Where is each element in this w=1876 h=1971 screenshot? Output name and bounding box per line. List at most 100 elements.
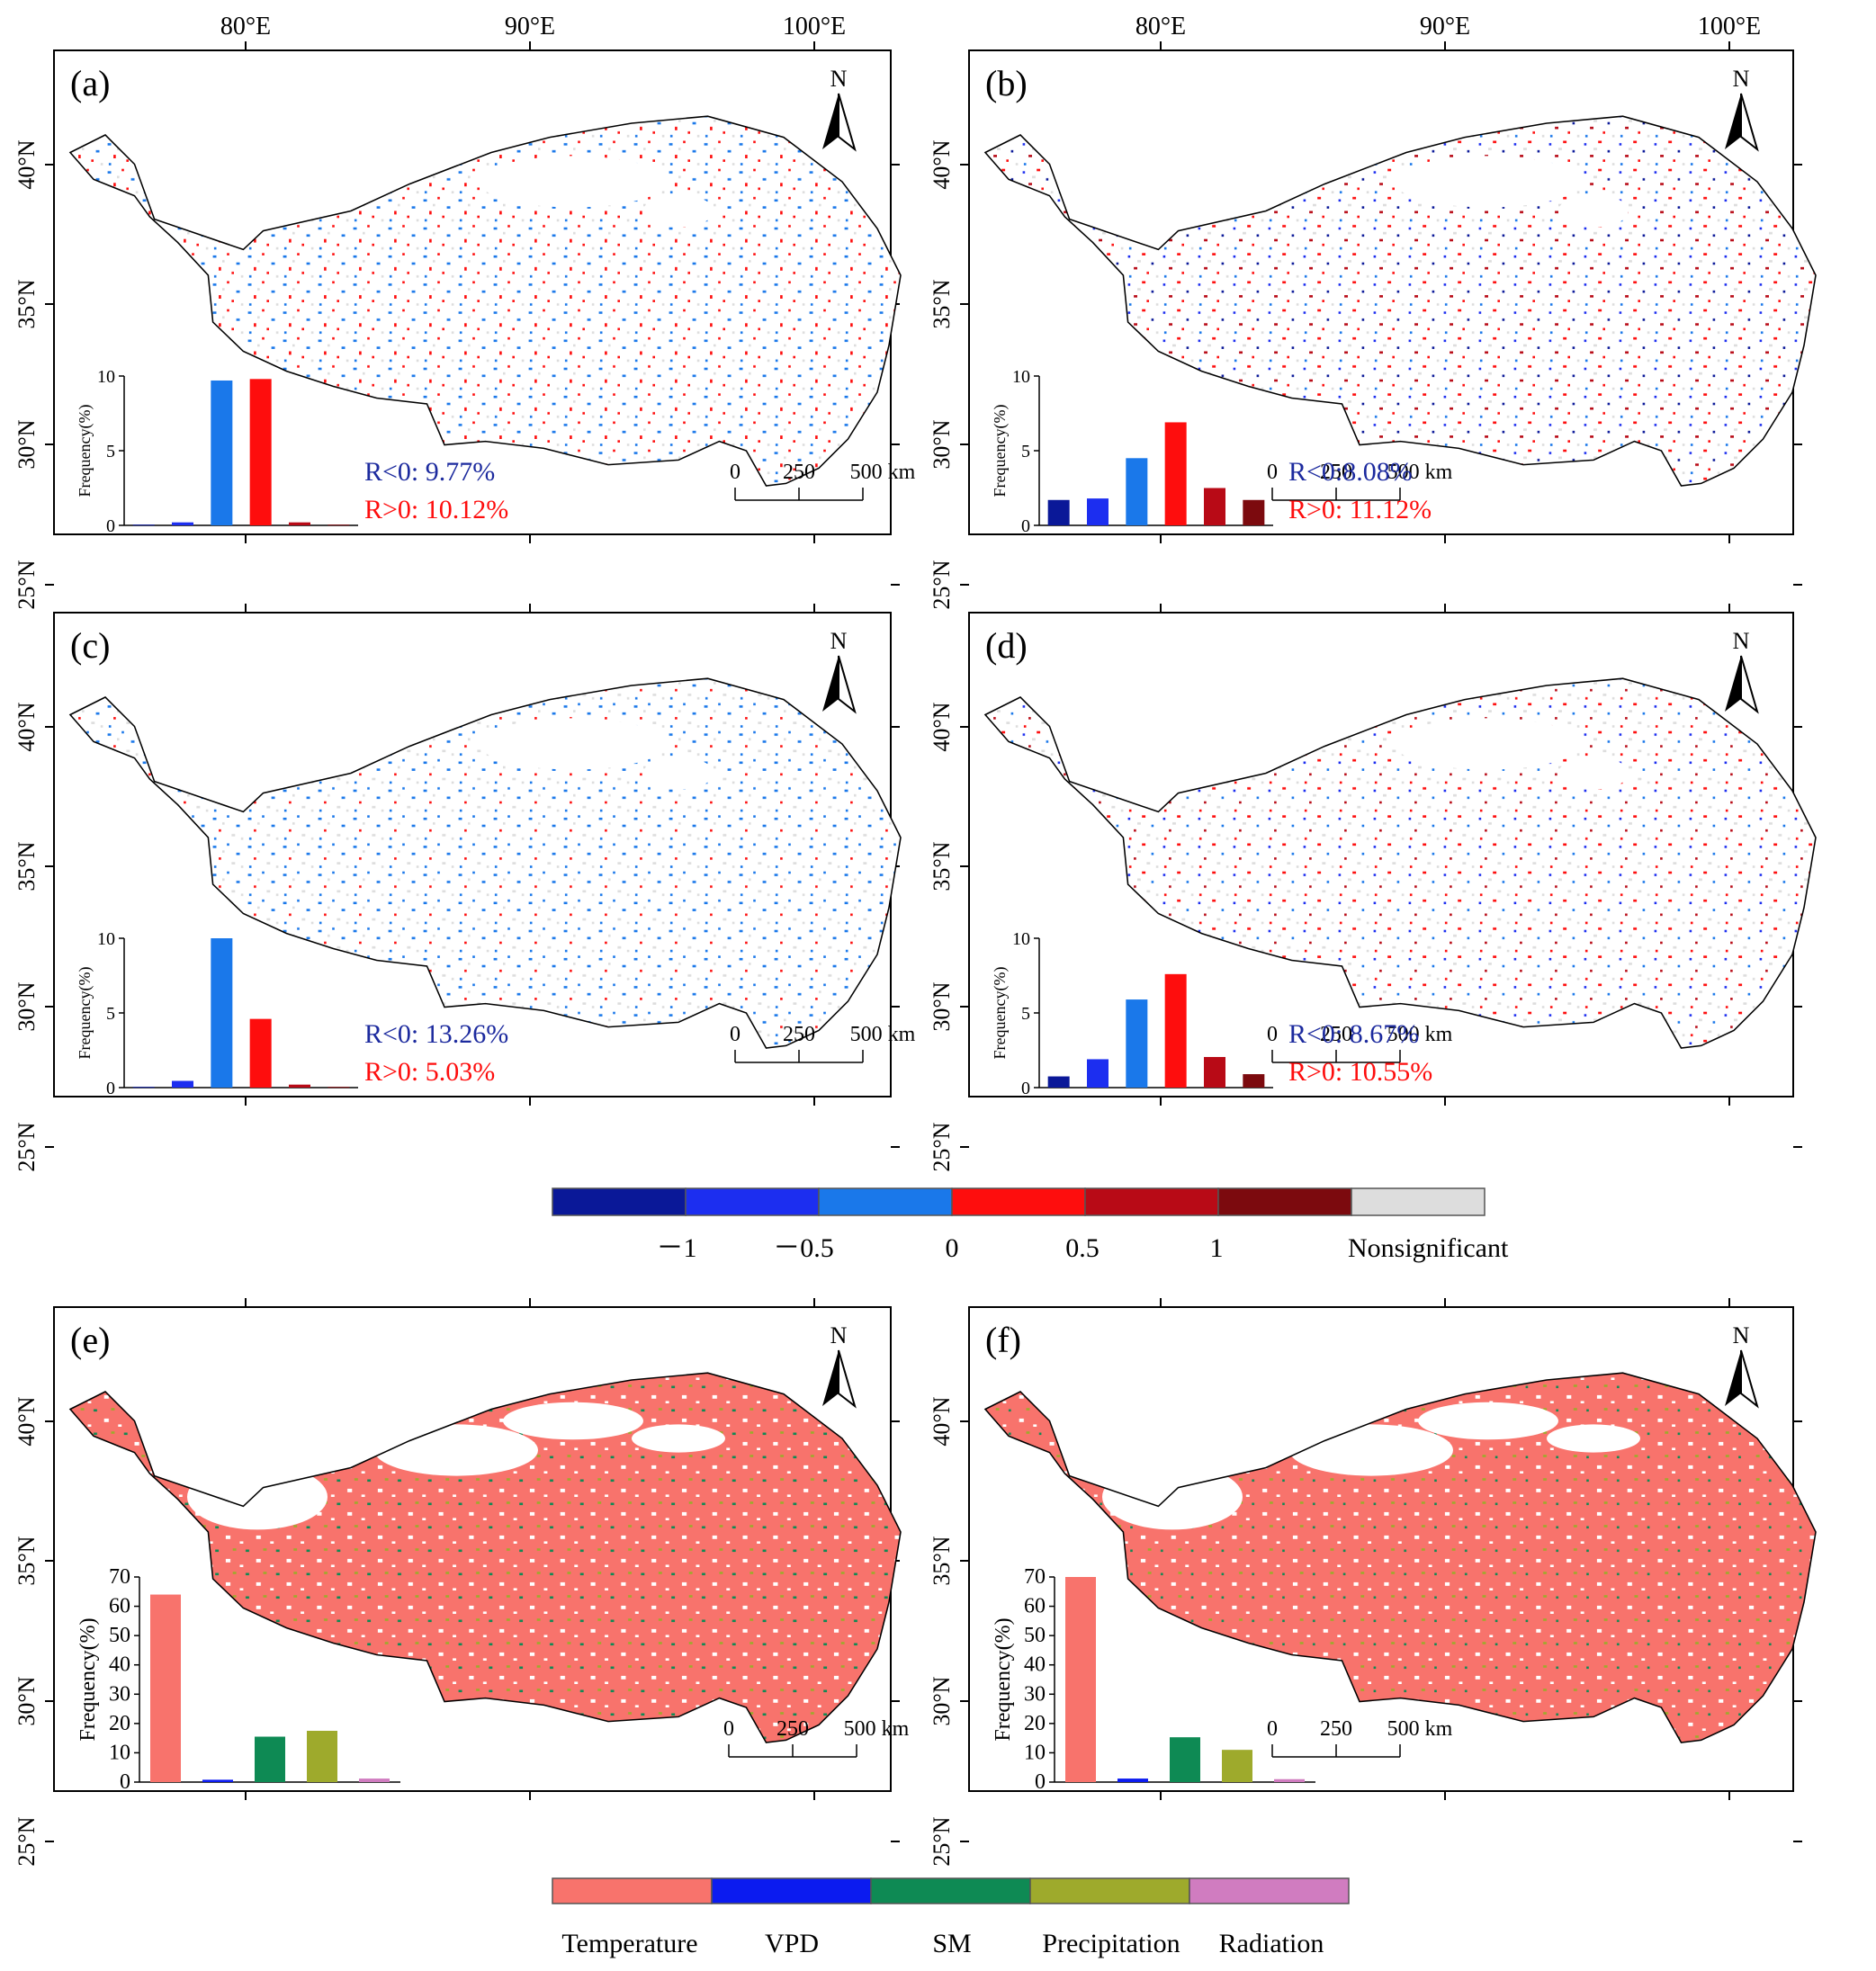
- legend-swatch: [1189, 1877, 1350, 1904]
- legend-swatch: [552, 1187, 687, 1216]
- lon-label: 80°E: [1135, 13, 1186, 40]
- hist-tick-label: 70: [1024, 1565, 1046, 1589]
- hist-tick-label: 50: [109, 1624, 130, 1647]
- lat-label: 25°N: [13, 1122, 40, 1171]
- stat-positive: R>0: 10.12%: [364, 495, 508, 524]
- hist-bar: [211, 380, 233, 525]
- no-data-area: [1558, 757, 1629, 790]
- north-arrow-icon: [822, 656, 839, 712]
- hist-bar: [1222, 1750, 1252, 1782]
- scale-bar-label: 500 km: [1387, 1023, 1453, 1046]
- no-data-area: [643, 757, 714, 790]
- north-arrow-outline: [1740, 655, 1759, 714]
- scale-bar-label: 500 km: [850, 461, 916, 484]
- lon-label: 80°E: [220, 13, 271, 40]
- scale-bar-label: 0: [723, 1717, 734, 1741]
- legend-label: Precipitation: [1042, 1929, 1180, 1958]
- plateau-outline: [68, 1372, 902, 1743]
- north-arrow-icon: [822, 1350, 839, 1406]
- legend-tick-label: 0: [946, 1233, 959, 1263]
- hist-bar: [1065, 1577, 1096, 1782]
- hist-bar: [328, 524, 350, 526]
- scale-bar-label: 500 km: [1387, 461, 1453, 484]
- histogram-inset: 0 10 20 30 40 50 60 70 Frequency(%): [992, 1565, 1315, 1794]
- lon-label: 100°E: [1698, 13, 1761, 40]
- plateau-map: [68, 115, 902, 487]
- lat-label: 40°N: [13, 139, 40, 189]
- hist-bar: [328, 1087, 350, 1089]
- scale-bar-label: 0: [730, 1023, 741, 1046]
- hist-tick-label: 70: [109, 1565, 130, 1589]
- hist-tick-label: 40: [109, 1653, 130, 1677]
- lat-label: 35°N: [929, 279, 955, 328]
- no-data-area: [1418, 1402, 1558, 1440]
- hist-tick-label: 5: [1021, 1004, 1030, 1024]
- no-data-area: [643, 194, 714, 228]
- lat-label: 40°N: [13, 702, 40, 751]
- hist-y-label: Frequency(%): [76, 405, 94, 497]
- hist-bar: [1047, 1076, 1070, 1088]
- hist-tick-label: 10: [1024, 1741, 1046, 1764]
- stat-negative: R<0: 9.77%: [364, 457, 495, 487]
- panel-label: (d): [985, 625, 1028, 666]
- plateau-data-fill: [70, 1373, 901, 1743]
- lat-label: 30°N: [929, 981, 955, 1031]
- hist-bar: [249, 379, 272, 525]
- hist-bar: [1274, 1778, 1305, 1782]
- scale-bar-label: 500 km: [1387, 1717, 1453, 1741]
- plateau-outline: [68, 677, 902, 1049]
- scale-bar-label: 0: [1267, 461, 1278, 484]
- legend-swatch: [685, 1187, 820, 1216]
- plateau-outline: [983, 1372, 1817, 1743]
- panel-label: (e): [70, 1320, 110, 1360]
- plateau-outline: [983, 677, 1817, 1049]
- legend-tick-label: －1: [657, 1233, 697, 1263]
- driver-legend: Temperature VPD SM Precipitation Radiation: [552, 1877, 1350, 1958]
- no-data-area: [480, 718, 667, 770]
- hist-tick-label: 10: [1012, 929, 1030, 949]
- hist-tick-label: 60: [109, 1595, 130, 1618]
- lat-label: 35°N: [929, 841, 955, 891]
- scale-bar-label: 250: [776, 1717, 809, 1741]
- stat-negative: R<0:8.08%: [1288, 457, 1413, 487]
- hist-tick-label: 20: [1024, 1712, 1046, 1735]
- panel-f: (f) 40°N 35°N 30°N 25°N N 0 250 500 km 0 10 20 30 40 5…: [929, 1298, 1817, 1867]
- panel-a: (a) 40°N 35°N 30°N 25°N N 0 250 500 km 0 5 10Freque…: [13, 41, 916, 610]
- hist-tick-label: 20: [109, 1712, 130, 1735]
- north-arrow-outline: [1740, 93, 1759, 152]
- plateau-outline: [68, 115, 902, 487]
- legend-tick-label: 1: [1210, 1233, 1224, 1263]
- scale-bar-label: 250: [1320, 461, 1352, 484]
- lat-label: 30°N: [13, 981, 40, 1031]
- lat-label: 25°N: [929, 1122, 955, 1171]
- lat-label: 30°N: [13, 1676, 40, 1725]
- hist-bar: [307, 1731, 337, 1782]
- panel-b: (b) 40°N 35°N 30°N 25°N N 0 250 500 km 0 5 10Freque…: [929, 41, 1817, 610]
- scale-bar-label: 500 km: [844, 1717, 910, 1741]
- hist-bar: [172, 522, 193, 525]
- north-arrow-outline: [838, 655, 857, 714]
- hist-bar: [211, 938, 233, 1088]
- scale-bar-label: 250: [1320, 1023, 1352, 1046]
- legend-swatch: [1351, 1187, 1486, 1216]
- scale-bar-label: 0: [730, 461, 741, 484]
- hist-bar: [289, 522, 310, 525]
- hist-tick-label: 0: [1021, 1079, 1030, 1098]
- north-arrow-icon: [822, 94, 839, 149]
- no-data-area: [480, 156, 667, 208]
- plateau-map: [983, 677, 1817, 1049]
- scale-bar-label: 250: [783, 461, 815, 484]
- hist-tick-label: 0: [120, 1770, 130, 1794]
- hist-tick-label: 5: [106, 442, 115, 461]
- legend-swatch: [1217, 1187, 1352, 1216]
- hist-bar: [289, 1084, 310, 1088]
- no-data-area: [1395, 718, 1582, 770]
- north-label: N: [1733, 628, 1750, 654]
- stat-positive: R>0: 10.55%: [1288, 1057, 1432, 1087]
- hist-y-label: Frequency(%): [991, 405, 1010, 497]
- hist-bar: [1087, 1059, 1109, 1088]
- hist-tick-label: 30: [1024, 1682, 1046, 1706]
